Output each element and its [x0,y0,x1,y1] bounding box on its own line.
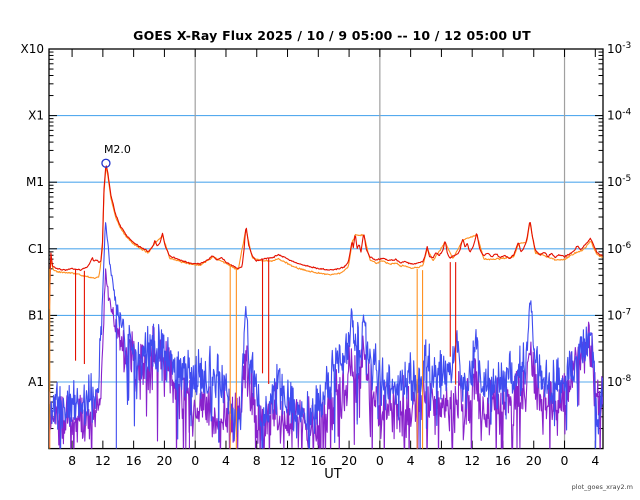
series-long-wave-primary [49,165,603,309]
chart-background-layer: 8 12 16 20 0 4 8 12 16 20 0 4 8 12 16 20 0 4 X10 X1 M1 C1 B1 A1… [21,41,632,468]
x-tick-label: 4 [591,453,599,468]
y-right-label: 10-8 [607,374,632,389]
series-short-wave-primary [49,222,603,449]
y-left-label: A1 [28,375,44,389]
x-tick-label: 8 [253,453,261,468]
y-left-label: X10 [21,42,45,56]
x-tick-label: 12 [464,453,480,468]
x-axis-title: UT [324,467,342,482]
y-right-label: 10-3 [607,41,631,56]
flare-peak-marker [101,158,111,168]
x-tick-label: 16 [126,453,142,468]
x-tick-label: 16 [310,453,326,468]
series-long-wave-secondary [49,167,603,309]
x-tick-label: 4 [407,453,415,468]
x-tick-label: 8 [68,453,76,468]
x-tick-label: 0 [561,453,569,468]
y-left-label: B1 [28,308,44,322]
y-right-label: 10-7 [607,307,631,322]
x-tick-label: 12 [95,453,111,468]
y-right-label: 10-5 [607,174,631,189]
x-tick-label: 8 [437,453,445,468]
chart-series-layer [49,165,603,449]
watermark-script-name: plot_goes_xray2.m [572,483,633,491]
x-tick-label: 0 [376,453,384,468]
y-right-label: 10-6 [607,241,632,256]
x-tick-label: 0 [191,453,199,468]
chart-annotation-layer [101,158,111,168]
y-left-label: X1 [28,109,44,123]
chart-title: GOES X-Ray Flux 2025 / 10 / 9 05:00 -- 1… [133,28,531,43]
x-tick-label: 20 [526,453,542,468]
x-tick-label: 12 [280,453,296,468]
x-tick-label: 16 [495,453,511,468]
series-short-wave-secondary [49,268,603,449]
y-right-label: 10-4 [607,108,632,123]
flare-annotation-label: M2.0 [104,143,131,156]
x-tick-label: 20 [156,453,172,468]
x-tick-label: 20 [341,453,357,468]
x-tick-label: 4 [222,453,230,468]
y-left-label: M1 [26,175,44,189]
y-left-label: C1 [28,242,44,256]
